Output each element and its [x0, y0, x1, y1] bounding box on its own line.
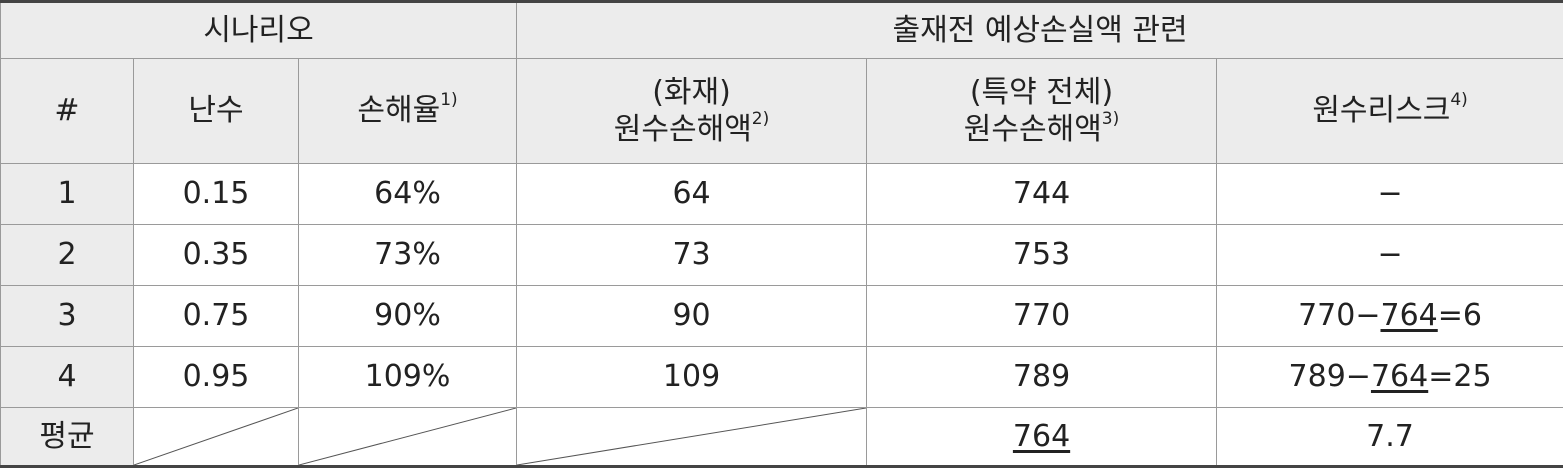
cell-index: 4 — [1, 347, 134, 408]
footnote-1: 1) — [440, 90, 457, 110]
table-row: 3 0.75 90% 90 770 770−764=6 — [1, 286, 1563, 347]
cell-risk: 770−764=6 — [1217, 286, 1563, 347]
cell-total-loss: 753 — [867, 225, 1217, 286]
cell-fire-loss: 90 — [517, 286, 867, 347]
table-row: 4 0.95 109% 109 789 789−764=25 — [1, 347, 1563, 408]
header-loss-ratio-label: 손해율 — [357, 93, 440, 128]
header-fire-loss: (화재) 원수손해액2) — [517, 59, 867, 164]
cell-loss-ratio: 64% — [299, 164, 517, 225]
cell-total-loss: 744 — [867, 164, 1217, 225]
average-risk: 7.7 — [1217, 408, 1563, 467]
header-total-line2: 원수손해액 — [964, 112, 1102, 147]
empty-diagonal-cell — [517, 408, 867, 467]
header-risk-label: 원수리스크 — [1312, 93, 1450, 128]
header-fire-line1: (화재) — [517, 74, 866, 112]
cell-risk: − — [1217, 225, 1563, 286]
risk-average-underlined: 764 — [1380, 298, 1437, 333]
average-total-value: 764 — [1013, 419, 1070, 454]
cell-random: 0.35 — [134, 225, 299, 286]
header-index: # — [1, 59, 134, 164]
cell-index: 3 — [1, 286, 134, 347]
cell-index: 1 — [1, 164, 134, 225]
cell-random: 0.95 — [134, 347, 299, 408]
cell-fire-loss: 64 — [517, 164, 867, 225]
header-gross-risk: 원수리스크4) — [1217, 59, 1563, 164]
risk-minuend: 770− — [1298, 298, 1380, 333]
header-total-loss: (특약 전체) 원수손해액3) — [867, 59, 1217, 164]
average-label: 평균 — [1, 408, 134, 467]
footnote-3: 3) — [1102, 109, 1119, 129]
cell-risk: − — [1217, 164, 1563, 225]
header-fire-line2: 원수손해액 — [614, 112, 752, 147]
footnote-2: 2) — [752, 109, 769, 129]
risk-result: =25 — [1428, 359, 1491, 394]
cell-fire-loss: 109 — [517, 347, 867, 408]
cell-loss-ratio: 109% — [299, 347, 517, 408]
table-row: 1 0.15 64% 64 744 − — [1, 164, 1563, 225]
cell-loss-ratio: 90% — [299, 286, 517, 347]
cell-random: 0.15 — [134, 164, 299, 225]
cell-random: 0.75 — [134, 286, 299, 347]
average-row: 평균 764 7.7 — [1, 408, 1563, 467]
cell-total-loss: 770 — [867, 286, 1217, 347]
header-random: 난수 — [134, 59, 299, 164]
table-row: 2 0.35 73% 73 753 − — [1, 225, 1563, 286]
header-scenario: 시나리오 — [1, 2, 517, 59]
risk-result: =6 — [1438, 298, 1482, 333]
cell-index: 2 — [1, 225, 134, 286]
risk-minuend: 789− — [1289, 359, 1371, 394]
cell-fire-loss: 73 — [517, 225, 867, 286]
average-total-loss: 764 — [867, 408, 1217, 467]
empty-diagonal-cell — [299, 408, 517, 467]
footnote-4: 4) — [1450, 90, 1467, 110]
empty-diagonal-cell — [134, 408, 299, 467]
risk-average-underlined: 764 — [1371, 359, 1428, 394]
cell-total-loss: 789 — [867, 347, 1217, 408]
cell-risk: 789−764=25 — [1217, 347, 1563, 408]
header-loss-ratio: 손해율1) — [299, 59, 517, 164]
header-total-line1: (특약 전체) — [867, 74, 1216, 112]
header-pre-cession-loss: 출재전 예상손실액 관련 — [517, 2, 1563, 59]
cell-loss-ratio: 73% — [299, 225, 517, 286]
